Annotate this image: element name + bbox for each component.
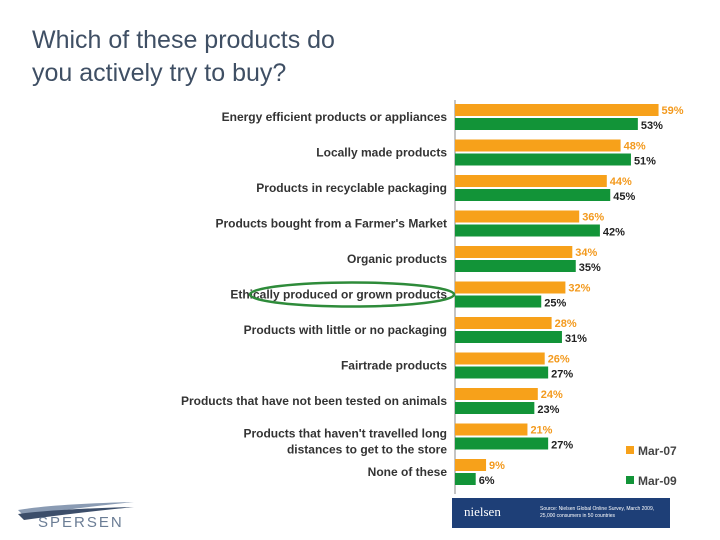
source-banner <box>452 498 670 528</box>
category-label: Organic products <box>347 252 447 266</box>
bar-mar07 <box>455 175 607 187</box>
data-label-mar09: 27% <box>551 369 573 381</box>
legend-label-mar09: Mar-09 <box>638 474 677 488</box>
bar-mar07 <box>455 281 566 294</box>
category-label-line2: distances to get to the store <box>287 443 447 457</box>
data-label-mar07: 32% <box>568 283 590 295</box>
data-label-mar09: 6% <box>479 475 495 487</box>
category-label: Products with little or no packaging <box>244 323 447 337</box>
data-label-mar09: 53% <box>641 120 663 132</box>
data-label-mar07: 26% <box>548 354 570 366</box>
legend-label-mar07: Mar-07 <box>638 444 677 458</box>
bar-mar07 <box>455 210 580 223</box>
espersen-logo <box>14 498 144 532</box>
data-label-mar07: 34% <box>575 247 597 259</box>
data-label-mar09: 45% <box>613 191 635 203</box>
category-label: Products that have not been tested on an… <box>181 394 447 408</box>
data-label-mar09: 23% <box>537 404 559 416</box>
bar-mar09 <box>455 118 638 130</box>
bar-mar07 <box>455 104 659 116</box>
legend-swatch-mar07 <box>626 446 634 454</box>
data-label-mar09: 51% <box>634 156 656 168</box>
bar-mar07 <box>455 246 573 258</box>
bar-mar09 <box>455 224 600 237</box>
nielsen-logo: nielsen <box>464 504 501 519</box>
data-label-mar07: 28% <box>555 318 577 330</box>
bar-mar09 <box>455 331 562 343</box>
bar-mar07 <box>455 388 538 400</box>
bar-mar09 <box>455 366 549 379</box>
category-label: Ethically produced or grown products <box>230 288 447 302</box>
source-note: Source: Nielsen Global Online Survey, Ma… <box>540 506 655 519</box>
highlight-ellipse <box>248 281 456 308</box>
bar-mar07 <box>455 459 487 471</box>
bar-mar09 <box>455 189 611 201</box>
bar-mar09 <box>455 437 549 450</box>
bar-mar07 <box>455 317 552 329</box>
legend-swatch-mar09 <box>626 476 634 484</box>
bar-mar07 <box>455 423 528 436</box>
category-label: Fairtrade products <box>341 359 447 373</box>
category-label: None of these <box>368 465 448 479</box>
bar-mar09 <box>455 295 542 308</box>
data-label-mar09: 35% <box>579 262 601 274</box>
bar-mar09 <box>455 153 631 166</box>
category-label: Products that haven't travelled long <box>243 427 447 441</box>
category-label: Products in recyclable packaging <box>256 181 447 195</box>
category-label: Locally made products <box>316 146 447 160</box>
data-label-mar07: 21% <box>530 425 552 437</box>
data-label-mar09: 31% <box>565 333 587 345</box>
logo-text: SPERSEN <box>38 514 124 531</box>
data-label-mar07: 44% <box>610 176 632 188</box>
bar-mar09 <box>455 473 476 485</box>
bar-mar09 <box>455 260 576 272</box>
data-label-mar07: 36% <box>582 212 604 224</box>
bar-mar09 <box>455 402 535 414</box>
bar-mar07 <box>455 352 545 365</box>
data-label-mar07: 48% <box>624 141 646 153</box>
category-label: Energy efficient products or appliances <box>222 110 448 124</box>
slide-title: Which of these products do you actively … <box>32 26 335 87</box>
data-label-mar09: 42% <box>603 227 625 239</box>
data-label-mar09: 25% <box>544 298 566 310</box>
data-label-mar09: 27% <box>551 440 573 452</box>
data-label-mar07: 59% <box>662 105 684 117</box>
logo-wave-icon <box>18 502 134 520</box>
category-label: Products bought from a Farmer's Market <box>215 217 447 231</box>
bar-mar07 <box>455 139 621 152</box>
data-label-mar07: 9% <box>489 460 505 472</box>
data-label-mar07: 24% <box>541 389 563 401</box>
